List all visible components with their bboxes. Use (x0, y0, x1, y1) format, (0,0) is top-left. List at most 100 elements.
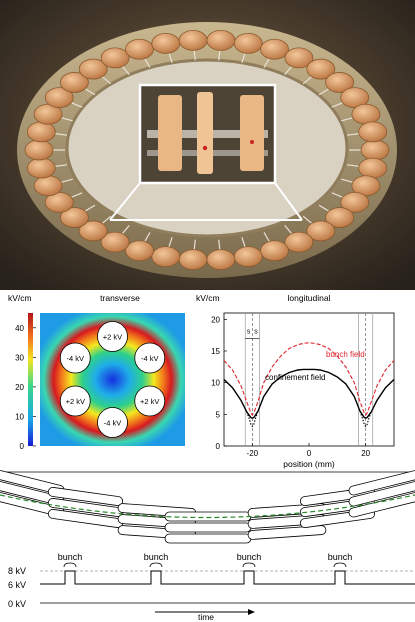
electrode-voltage: -4 kV (104, 419, 122, 428)
pulse-train (40, 570, 415, 585)
ring-electrode (306, 58, 336, 80)
ring-electrode (78, 58, 108, 80)
ring-electrode (351, 175, 381, 197)
level-8kv: 8 kV (8, 566, 26, 576)
ring-electrode (284, 47, 314, 69)
ring-electrode (178, 249, 208, 271)
s-label: s (254, 328, 258, 335)
ring-electrode (26, 157, 56, 179)
ring-electrode (340, 87, 370, 109)
bunch-label: bunch (328, 552, 353, 562)
electrode-disk (59, 342, 91, 374)
ring-electrode (284, 231, 314, 253)
bunch-label: bunch (237, 552, 262, 562)
ring-electrode (233, 246, 263, 268)
ring-electrode (340, 191, 370, 213)
electrode-ring-bar (164, 522, 252, 533)
zoom-inset (109, 83, 303, 221)
transverse-panel: kV/cm 40 30 20 10 0 transverse +2 kV -4 kV -4 … (8, 293, 185, 451)
ring-electrode (206, 29, 236, 51)
ring-electrode (325, 207, 354, 228)
guide-path (0, 494, 415, 519)
electrode-ring (24, 29, 390, 271)
x-tick-label: -20 (247, 449, 259, 458)
chart-ylabel: kV/cm (196, 293, 220, 303)
electrode-voltage: +2 kV (140, 397, 159, 406)
ring-electrode (360, 139, 390, 161)
s-label: s (247, 328, 251, 335)
ring-electrode (44, 87, 74, 109)
electrode-ring-bar (247, 525, 327, 540)
series-line-0 (223, 342, 395, 416)
ring-electrode (33, 175, 63, 197)
ring-electrode (206, 249, 236, 271)
colorbar-ticks: 40 30 20 10 0 (15, 324, 36, 451)
electrode-ring-bar (348, 491, 415, 518)
colorbar-tick: 20 (15, 383, 24, 392)
transverse-title: transverse (100, 293, 140, 303)
transverse-electrodes: +2 kV -4 kV -4 kV +2 kV +2 kV -4 kV (59, 321, 166, 438)
ring-electrode (151, 246, 181, 268)
ring-electrode (125, 240, 154, 262)
ring-electrode (44, 191, 74, 213)
ring-electrode (100, 231, 130, 253)
electrode-row (0, 469, 415, 544)
ring-electrode (78, 220, 108, 242)
electrode-disk (59, 385, 91, 417)
ring-electrode (125, 38, 154, 60)
series-line-2 (246, 411, 259, 428)
ring-electrode (233, 32, 263, 54)
ring-electrode (178, 29, 208, 51)
ring-electrode (260, 38, 289, 60)
electrode-ring-bar (348, 480, 415, 507)
inset-electrode-center (197, 92, 213, 174)
colorbar-tick: 10 (15, 412, 24, 421)
x-tick-label: 20 (361, 449, 370, 458)
electrode-disk (134, 385, 166, 417)
ring-electrode (60, 207, 89, 228)
electrode-disk (134, 342, 166, 374)
chart-xlabel: position (mm) (283, 459, 335, 469)
electrode-voltage: +2 kV (103, 333, 122, 342)
electrode-ring-bar (348, 469, 415, 496)
colorbar-tick: 40 (15, 324, 24, 333)
electrode-disk (97, 321, 128, 352)
plot-series (223, 342, 395, 428)
electrode-voltage: -4 kV (67, 354, 85, 363)
ring-electrode (351, 103, 381, 125)
bunch-brace (63, 562, 77, 568)
timing-diagram: bunch bunch bunch bunch (40, 552, 415, 604)
bunch-brace (149, 562, 163, 568)
ring-electrode (358, 157, 388, 179)
ring-electrode (33, 103, 63, 125)
ring-electrode (325, 72, 354, 93)
electrode-disk (97, 407, 128, 438)
ring-electrode (60, 72, 89, 93)
series-line-3 (359, 411, 372, 428)
ring-electrode (26, 121, 56, 143)
y-tick-label: 5 (216, 410, 221, 419)
photo-panel (0, 0, 415, 290)
level-6kv: 6 kV (8, 580, 26, 590)
chart-title: longitudinal (287, 293, 330, 303)
electrode-voltage: +2 kV (66, 397, 85, 406)
legend-bunch-field: bunch field (326, 350, 365, 359)
time-label: time (198, 612, 214, 622)
ring-electrode (358, 121, 388, 143)
electrode-ring-bar (164, 533, 252, 544)
series-line-1 (223, 368, 395, 419)
electrode-voltage: -4 kV (141, 354, 159, 363)
level-0kv: 0 kV (8, 599, 26, 609)
plot-ticks: -20 0 20 0 5 10 15 20 (211, 315, 371, 458)
y-tick-label: 15 (211, 347, 220, 356)
y-tick-label: 20 (211, 315, 220, 324)
electrode-ring-bar (47, 487, 124, 506)
y-tick-label: 10 (211, 379, 220, 388)
ring-electrode (100, 47, 130, 69)
bunch-label: bunch (58, 552, 83, 562)
ring-electrode (306, 220, 336, 242)
colorbar-tick: 0 (20, 442, 25, 451)
